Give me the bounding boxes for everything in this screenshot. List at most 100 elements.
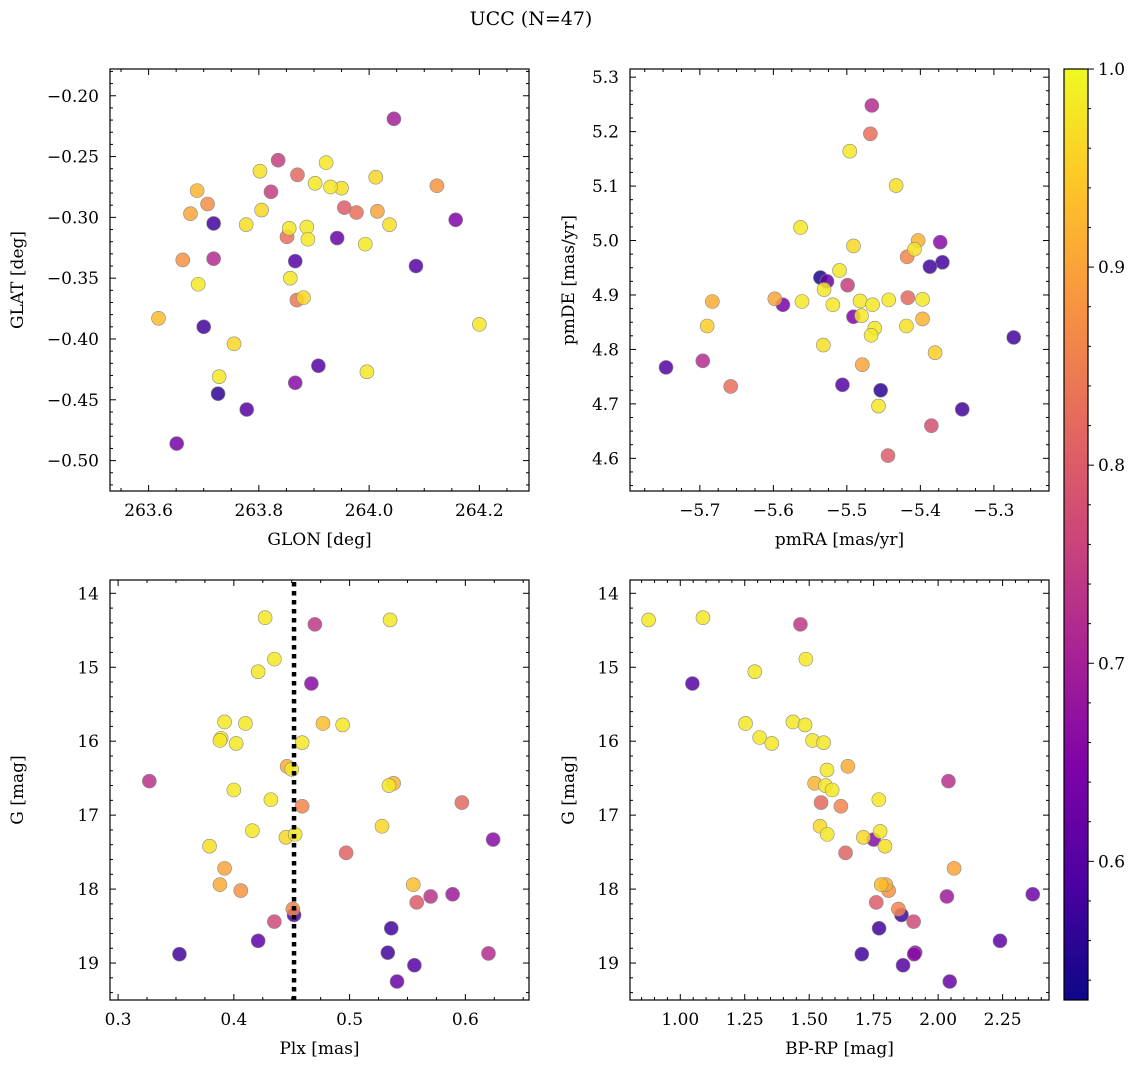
data-point (915, 311, 930, 327)
data-point (381, 778, 397, 793)
x-tick-label: 0.4 (220, 1010, 247, 1030)
colorbar-tick-label: 0.8 (1098, 456, 1125, 476)
data-point (380, 945, 396, 960)
data-point (871, 792, 887, 807)
y-tick-label: 5.0 (592, 232, 619, 252)
data-point (854, 357, 870, 372)
data-point (239, 402, 255, 417)
colorbar-tick-label: 0.9 (1098, 258, 1125, 278)
data-point (210, 386, 226, 402)
data-point (389, 974, 405, 989)
data-point (382, 217, 397, 232)
y-tick-label: 4.8 (592, 340, 619, 360)
data-point (871, 920, 887, 936)
y-tick-label: 19 (597, 954, 619, 974)
data-point (405, 877, 421, 892)
data-point (797, 717, 813, 733)
data-point (907, 241, 922, 257)
data-point (899, 318, 914, 334)
y-tick-label: 14 (597, 584, 619, 604)
scatter-points (151, 111, 487, 451)
data-point (202, 838, 217, 854)
data-point (888, 178, 904, 193)
data-point (939, 889, 955, 904)
y-tick-label: −0.20 (47, 87, 99, 107)
data-point (189, 183, 205, 198)
y-tick-label: −0.30 (47, 208, 99, 228)
data-point (257, 610, 273, 626)
data-point (915, 292, 930, 307)
plot-frame (629, 68, 1050, 492)
data-point (211, 369, 227, 384)
data-point (872, 824, 888, 839)
data-point (785, 714, 801, 730)
data-point (335, 717, 350, 733)
data-point (685, 676, 700, 691)
data-point (863, 126, 878, 142)
plot-frame (629, 579, 1050, 1001)
data-point (281, 221, 297, 236)
data-point (699, 318, 715, 334)
x-tick-label: −5.4 (900, 501, 941, 521)
data-point (922, 259, 938, 274)
data-point (838, 845, 853, 861)
data-point (840, 277, 855, 293)
data-point (282, 270, 298, 286)
data-point (793, 617, 808, 632)
data-point (287, 253, 303, 269)
data-point (485, 832, 501, 847)
y-tick-label: 17 (597, 806, 619, 826)
panel-plx-g: 0.3 0.4 0.5 0.6 14 15 16 17 18 19 Plx [mas] G [mag] (8, 579, 530, 1059)
y-tick-label: −0.40 (47, 330, 99, 350)
data-point (212, 877, 228, 892)
x-tick-label: 0.3 (105, 1010, 132, 1030)
x-tick-label: −5.7 (679, 501, 720, 521)
data-point (226, 782, 242, 798)
data-point (382, 612, 398, 628)
x-tick-label: 2.00 (919, 1010, 957, 1030)
data-point (842, 143, 858, 159)
data-point (359, 364, 375, 380)
data-point (250, 933, 266, 949)
y-tick-label: 4.7 (592, 395, 619, 415)
y-tick-label: 17 (77, 806, 99, 826)
data-point (290, 167, 305, 183)
data-point (833, 798, 849, 814)
colorbar-tick-label: 0.7 (1098, 654, 1125, 674)
data-point (238, 217, 254, 232)
data-point (448, 212, 463, 228)
y-tick-label: −0.35 (47, 269, 99, 289)
x-tick-label: 264.0 (345, 501, 394, 521)
data-point (747, 664, 763, 679)
data-point (856, 830, 871, 845)
data-point (906, 914, 921, 929)
colorbar-gradient (1063, 68, 1089, 1001)
data-point (287, 375, 303, 391)
data-point (267, 651, 282, 667)
data-point (794, 294, 810, 309)
data-point (245, 823, 260, 838)
data-point (813, 795, 829, 810)
data-point (880, 448, 896, 463)
data-point (299, 219, 315, 235)
data-point (705, 294, 720, 309)
data-point (296, 290, 311, 305)
x-tick-label: 2.25 (984, 1010, 1022, 1030)
data-point (142, 773, 157, 789)
data-point (374, 818, 390, 834)
y-tick-label: 16 (597, 732, 619, 752)
data-point (169, 436, 185, 451)
data-point (454, 795, 470, 810)
data-point (832, 263, 847, 278)
data-point (798, 651, 814, 667)
data-point (942, 974, 958, 989)
data-point (228, 736, 244, 751)
data-point (932, 234, 948, 250)
y-tick-label: 15 (77, 658, 99, 678)
data-point (200, 196, 215, 212)
data-point (252, 163, 268, 179)
data-point (824, 782, 840, 798)
data-point (349, 205, 364, 220)
data-point (935, 255, 950, 270)
data-point (481, 946, 496, 961)
